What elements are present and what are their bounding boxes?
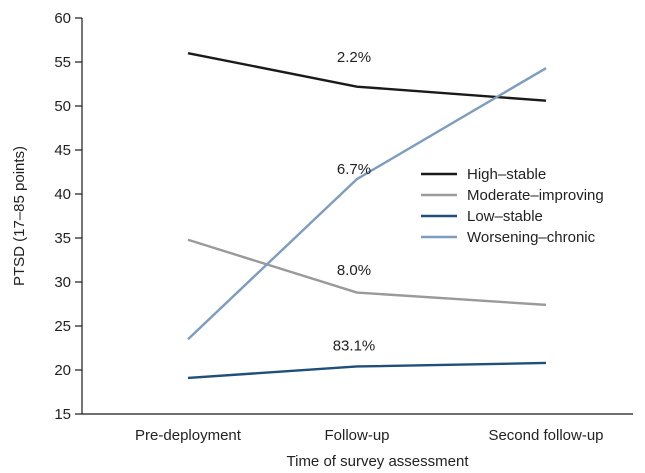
y-tick-label: 30	[54, 274, 71, 291]
y-tick-label: 45	[54, 142, 71, 159]
legend-label-high-stable: High–stable	[467, 166, 546, 183]
y-tick-label: 35	[54, 230, 71, 247]
series-line-moderate-improving	[187, 238, 547, 307]
y-tick-label: 25	[54, 318, 71, 335]
x-tick-label: Follow-up	[324, 427, 389, 444]
y-tick-label: 50	[54, 98, 71, 115]
x-axis-title: Time of survey assessment	[287, 453, 470, 470]
series-line-low-stable	[187, 361, 547, 380]
legend-label-worsening-chronic: Worsening–chronic	[467, 229, 596, 246]
y-axis-title: PTSD (17–85 points)	[11, 146, 28, 286]
series-line-high-stable	[187, 52, 547, 102]
legend: High–stable Moderate–improving Low–stable W…	[421, 166, 604, 246]
annotation-layer: 2.2% 6.7% 8.0% 83.1%	[333, 49, 376, 355]
legend-label-low-stable: Low–stable	[467, 208, 543, 225]
y-tick-label: 60	[54, 10, 71, 27]
series-line-worsening-chronic	[187, 67, 547, 341]
x-tick-label: Second follow-up	[488, 427, 603, 444]
y-tick-label: 40	[54, 186, 71, 203]
y-tick-label: 15	[54, 406, 71, 423]
y-tick-label: 55	[54, 54, 71, 71]
series-layer	[187, 52, 547, 380]
percent-annotation: 8.0%	[337, 262, 371, 279]
plot-area: 15 20 25 30 35 40 45 50 55 60 Pre-deployment Follow…	[54, 10, 633, 444]
percent-annotation: 83.1%	[333, 338, 376, 355]
percent-annotation: 2.2%	[337, 49, 371, 66]
y-tick-label: 20	[54, 362, 71, 379]
legend-label-moderate-improving: Moderate–improving	[467, 187, 604, 204]
x-tick-label: Pre-deployment	[135, 427, 242, 444]
percent-annotation: 6.7%	[337, 161, 371, 178]
